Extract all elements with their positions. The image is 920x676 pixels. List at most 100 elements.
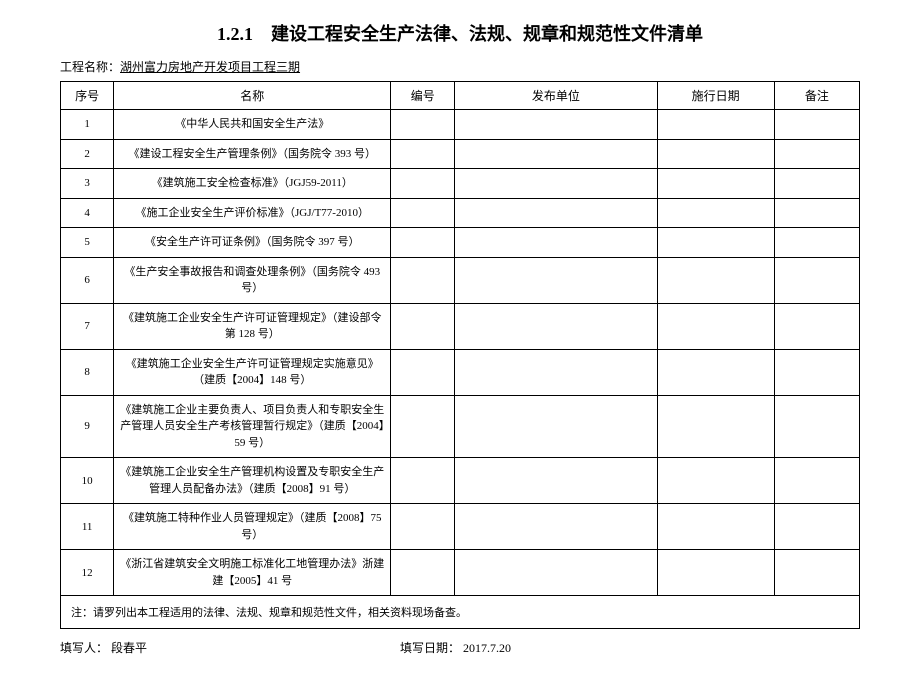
- filler-name: 段春平: [111, 641, 147, 655]
- note-cell: 注：请罗列出本工程适用的法律、法规、规章和规范性文件，相关资料现场备查。: [61, 596, 860, 629]
- cell-name: 《浙江省建筑安全文明施工标准化工地管理办法》浙建建【2005】41 号: [114, 550, 391, 596]
- project-name: 湖州富力房地产开发项目工程三期: [120, 60, 300, 74]
- table-row: 12《浙江省建筑安全文明施工标准化工地管理办法》浙建建【2005】41 号: [61, 550, 860, 596]
- cell-issuer: [455, 198, 657, 228]
- cell-code: [391, 139, 455, 169]
- cell-index: 7: [61, 303, 114, 349]
- cell-date: [657, 257, 774, 303]
- table-row: 11《建筑施工特种作业人员管理规定》（建质【2008】75 号）: [61, 504, 860, 550]
- cell-index: 11: [61, 504, 114, 550]
- header-name: 名称: [114, 82, 391, 110]
- cell-code: [391, 458, 455, 504]
- cell-issuer: [455, 257, 657, 303]
- filler-label: 填写人：: [60, 641, 108, 655]
- cell-name: 《安全生产许可证条例》（国务院令 397 号）: [114, 228, 391, 258]
- table-row: 9《建筑施工企业主要负责人、项目负责人和专职安全生产管理人员安全生产考核管理暂行…: [61, 395, 860, 458]
- cell-index: 8: [61, 349, 114, 395]
- cell-issuer: [455, 303, 657, 349]
- date-value: 2017.7.20: [463, 641, 511, 655]
- table-row: 3《建筑施工安全检查标准》（JGJ59-2011）: [61, 169, 860, 199]
- cell-name: 《中华人民共和国安全生产法》: [114, 110, 391, 140]
- cell-date: [657, 349, 774, 395]
- cell-code: [391, 110, 455, 140]
- table-row: 7《建筑施工企业安全生产许可证管理规定》（建设部令第 128 号）: [61, 303, 860, 349]
- cell-index: 6: [61, 257, 114, 303]
- cell-name: 《建筑施工企业安全生产管理机构设置及专职安全生产管理人员配备办法》（建质【200…: [114, 458, 391, 504]
- cell-issuer: [455, 504, 657, 550]
- cell-name: 《建筑施工特种作业人员管理规定》（建质【2008】75 号）: [114, 504, 391, 550]
- table-row: 2《建设工程安全生产管理条例》（国务院令 393 号）: [61, 139, 860, 169]
- cell-date: [657, 550, 774, 596]
- cell-index: 3: [61, 169, 114, 199]
- cell-code: [391, 349, 455, 395]
- table-row: 8《建筑施工企业安全生产许可证管理规定实施意见》（建质【2004】148 号）: [61, 349, 860, 395]
- cell-date: [657, 139, 774, 169]
- cell-index: 10: [61, 458, 114, 504]
- header-code: 编号: [391, 82, 455, 110]
- table-row: 4《施工企业安全生产评价标准》（JGJ/T77-2010）: [61, 198, 860, 228]
- cell-issuer: [455, 349, 657, 395]
- cell-name: 《建设工程安全生产管理条例》（国务院令 393 号）: [114, 139, 391, 169]
- cell-remark: [774, 110, 859, 140]
- note-row: 注：请罗列出本工程适用的法律、法规、规章和规范性文件，相关资料现场备查。: [61, 596, 860, 629]
- cell-code: [391, 257, 455, 303]
- footer: 填写人： 段春平 填写日期： 2017.7.20: [60, 639, 860, 656]
- cell-remark: [774, 169, 859, 199]
- cell-issuer: [455, 395, 657, 458]
- cell-code: [391, 504, 455, 550]
- cell-remark: [774, 504, 859, 550]
- cell-date: [657, 303, 774, 349]
- cell-code: [391, 169, 455, 199]
- cell-name: 《建筑施工安全检查标准》（JGJ59-2011）: [114, 169, 391, 199]
- cell-index: 5: [61, 228, 114, 258]
- cell-index: 9: [61, 395, 114, 458]
- cell-remark: [774, 458, 859, 504]
- cell-name: 《施工企业安全生产评价标准》（JGJ/T77-2010）: [114, 198, 391, 228]
- cell-name: 《建筑施工企业主要负责人、项目负责人和专职安全生产管理人员安全生产考核管理暂行规…: [114, 395, 391, 458]
- cell-remark: [774, 395, 859, 458]
- cell-remark: [774, 303, 859, 349]
- cell-remark: [774, 550, 859, 596]
- cell-index: 1: [61, 110, 114, 140]
- cell-issuer: [455, 228, 657, 258]
- cell-name: 《建筑施工企业安全生产许可证管理规定》（建设部令第 128 号）: [114, 303, 391, 349]
- cell-index: 4: [61, 198, 114, 228]
- regulations-table: 序号 名称 编号 发布单位 施行日期 备注 1《中华人民共和国安全生产法》2《建…: [60, 81, 860, 629]
- date-label: 填写日期：: [400, 641, 460, 655]
- cell-issuer: [455, 458, 657, 504]
- cell-name: 《生产安全事故报告和调查处理条例》（国务院令 493 号）: [114, 257, 391, 303]
- header-issuer: 发布单位: [455, 82, 657, 110]
- cell-remark: [774, 349, 859, 395]
- cell-issuer: [455, 550, 657, 596]
- cell-issuer: [455, 110, 657, 140]
- cell-issuer: [455, 169, 657, 199]
- header-index: 序号: [61, 82, 114, 110]
- cell-date: [657, 395, 774, 458]
- cell-name: 《建筑施工企业安全生产许可证管理规定实施意见》（建质【2004】148 号）: [114, 349, 391, 395]
- cell-code: [391, 550, 455, 596]
- table-row: 6《生产安全事故报告和调查处理条例》（国务院令 493 号）: [61, 257, 860, 303]
- header-date: 施行日期: [657, 82, 774, 110]
- header-remark: 备注: [774, 82, 859, 110]
- cell-date: [657, 198, 774, 228]
- cell-index: 2: [61, 139, 114, 169]
- table-header-row: 序号 名称 编号 发布单位 施行日期 备注: [61, 82, 860, 110]
- cell-date: [657, 110, 774, 140]
- cell-remark: [774, 139, 859, 169]
- cell-index: 12: [61, 550, 114, 596]
- cell-remark: [774, 257, 859, 303]
- cell-date: [657, 458, 774, 504]
- table-row: 5《安全生产许可证条例》（国务院令 397 号）: [61, 228, 860, 258]
- project-label: 工程名称：: [60, 60, 120, 74]
- table-row: 10《建筑施工企业安全生产管理机构设置及专职安全生产管理人员配备办法》（建质【2…: [61, 458, 860, 504]
- table-row: 1《中华人民共和国安全生产法》: [61, 110, 860, 140]
- project-line: 工程名称：湖州富力房地产开发项目工程三期: [60, 58, 860, 75]
- document-title: 1.2.1 建设工程安全生产法律、法规、规章和规范性文件清单: [60, 20, 860, 46]
- cell-date: [657, 169, 774, 199]
- cell-code: [391, 395, 455, 458]
- cell-code: [391, 303, 455, 349]
- cell-issuer: [455, 139, 657, 169]
- cell-remark: [774, 228, 859, 258]
- cell-code: [391, 198, 455, 228]
- cell-date: [657, 504, 774, 550]
